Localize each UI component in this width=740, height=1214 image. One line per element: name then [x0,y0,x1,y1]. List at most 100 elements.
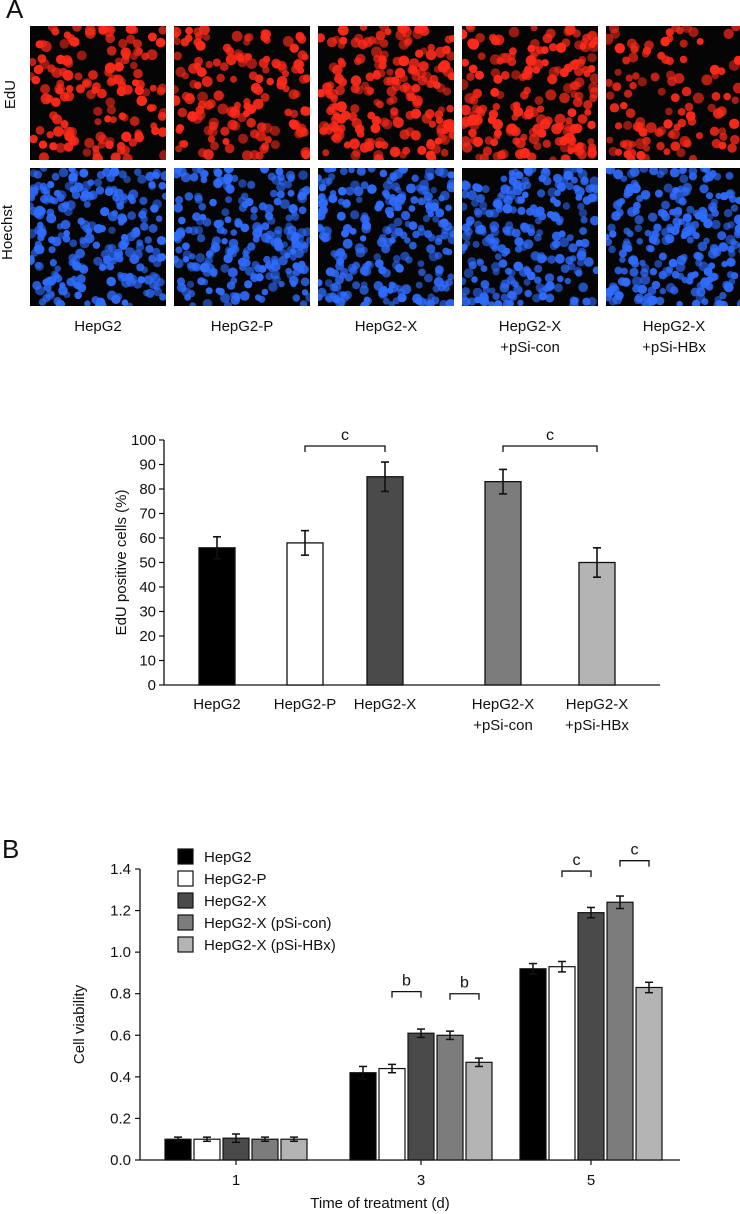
bar [378,1067,406,1161]
y-tick-label: 20 [139,628,156,645]
legend-label: HepG2-P [204,871,267,888]
column-label-1: HepG2 [23,316,173,337]
column-label-line2: +pSi-HBx [642,339,706,356]
hoechst-micrograph-3 [318,168,454,306]
significance-label: c [631,842,639,859]
column-label-3: HepG2-X [311,316,461,337]
y-axis-label: Cell viability [71,984,88,1064]
bar [578,561,616,686]
edu-micrograph-4 [462,26,598,160]
cell-viability-chart: 0.0 0.2 0.4 0.6 0.8 1.0 1.2 1.4 Cell viability Ti… [71,842,680,1212]
x-tick-label: HepG2-X [472,696,535,713]
significance-bracket [449,993,480,1000]
hoechst-micrograph-4 [462,168,598,306]
edu-micrograph-5 [606,26,740,160]
bar [606,901,634,1161]
bar [484,481,522,686]
column-label-line1: HepG2-P [210,318,274,335]
panel-a-letter: A [6,0,24,24]
legend-label: HepG2-X [204,893,267,910]
y-tick-label: 1.0 [110,944,131,961]
significance-label: b [402,973,411,990]
bar [548,966,576,1161]
y-tick-label: 0.8 [110,986,131,1003]
hoechst-micrograph-1 [30,168,166,306]
y-tick-label: 50 [139,555,156,572]
legend-label: HepG2 [204,849,252,866]
significance-bracket [304,445,386,452]
x-tick-label-line2: +pSi-con [473,717,533,734]
column-label-line1: HepG2-X [642,318,706,335]
y-tick-label: 60 [139,530,156,547]
legend-swatch [177,892,194,909]
legend-swatch [177,914,194,931]
bar [349,1072,377,1161]
bar [577,912,605,1161]
bar [193,1138,221,1161]
bar [436,1034,464,1161]
significance-bracket [561,870,592,878]
significance-bracket [391,990,422,998]
legend-swatch [177,936,194,953]
bar [635,986,663,1161]
bar [286,542,324,686]
bar [465,1061,493,1161]
x-tick-label: HepG2-X [566,696,629,713]
column-label-line1: HepG2 [74,318,122,335]
x-tick-label: HepG2 [193,696,241,713]
bar [251,1138,279,1161]
edu-micrograph-2 [174,26,310,160]
y-tick-label: 0.0 [110,1152,131,1169]
column-label-line1: HepG2-X [498,318,562,335]
bar [198,547,236,686]
significance-label: c [573,852,581,869]
column-label-5: HepG2-X +pSi-HBx [599,316,740,358]
y-tick-label: 0.2 [110,1110,131,1127]
column-label-line2: +pSi-con [500,339,560,356]
y-tick-label: 40 [139,579,156,596]
y-tick-label: 10 [139,653,156,670]
x-tick-label: HepG2-X [354,696,417,713]
bar [280,1138,308,1161]
y-tick-label: 1.4 [110,861,131,878]
legend-swatch [177,870,194,887]
edu-micrograph-1 [30,26,166,160]
x-tick-label: 5 [587,1172,595,1189]
column-label-line1: HepG2-X [354,318,418,335]
panel-b-letter: B [2,834,20,864]
hoechst-micrograph-2 [174,168,310,306]
significance-bracket [619,860,650,867]
edu-bar-chart: 0 10 20 30 40 50 60 70 80 90 100 EdU positive cells… [113,427,660,734]
y-tick-label: 80 [139,481,156,498]
column-label-2: HepG2-P [167,316,317,337]
x-tick-label: HepG2-P [274,696,337,713]
y-tick-label: 0 [148,677,156,694]
y-tick-label: 70 [139,506,156,523]
row-label-edu: EdU [2,79,20,110]
significance-bracket [502,445,598,452]
legend-label: HepG2-X (pSi-con) [204,915,332,932]
x-tick-label: 1 [232,1172,240,1189]
legend-label: HepG2-X (pSi-HBx) [204,937,336,954]
significance-label: c [546,427,554,444]
x-tick-label: 3 [417,1172,425,1189]
edu-micrograph-3 [318,26,454,160]
bar [407,1032,435,1161]
bar [366,476,404,686]
row-label-hoechst: Hoechst [0,204,17,261]
hoechst-micrograph-5 [606,168,740,306]
y-tick-label: 1.2 [110,903,131,920]
y-tick-label: 90 [139,457,156,474]
x-axis-label: Time of treatment (d) [310,1195,449,1212]
legend-swatch [177,848,194,865]
y-axis-label: EdU positive cells (%) [113,490,130,636]
bar [519,968,547,1161]
y-tick-label: 100 [131,432,156,449]
y-tick-label: 30 [139,604,156,621]
bar [164,1138,192,1161]
significance-label: c [341,427,349,444]
significance-label: b [460,975,469,992]
y-tick-label: 0.4 [110,1069,131,1086]
column-label-4: HepG2-X +pSi-con [455,316,605,358]
y-tick-label: 0.6 [110,1027,131,1044]
